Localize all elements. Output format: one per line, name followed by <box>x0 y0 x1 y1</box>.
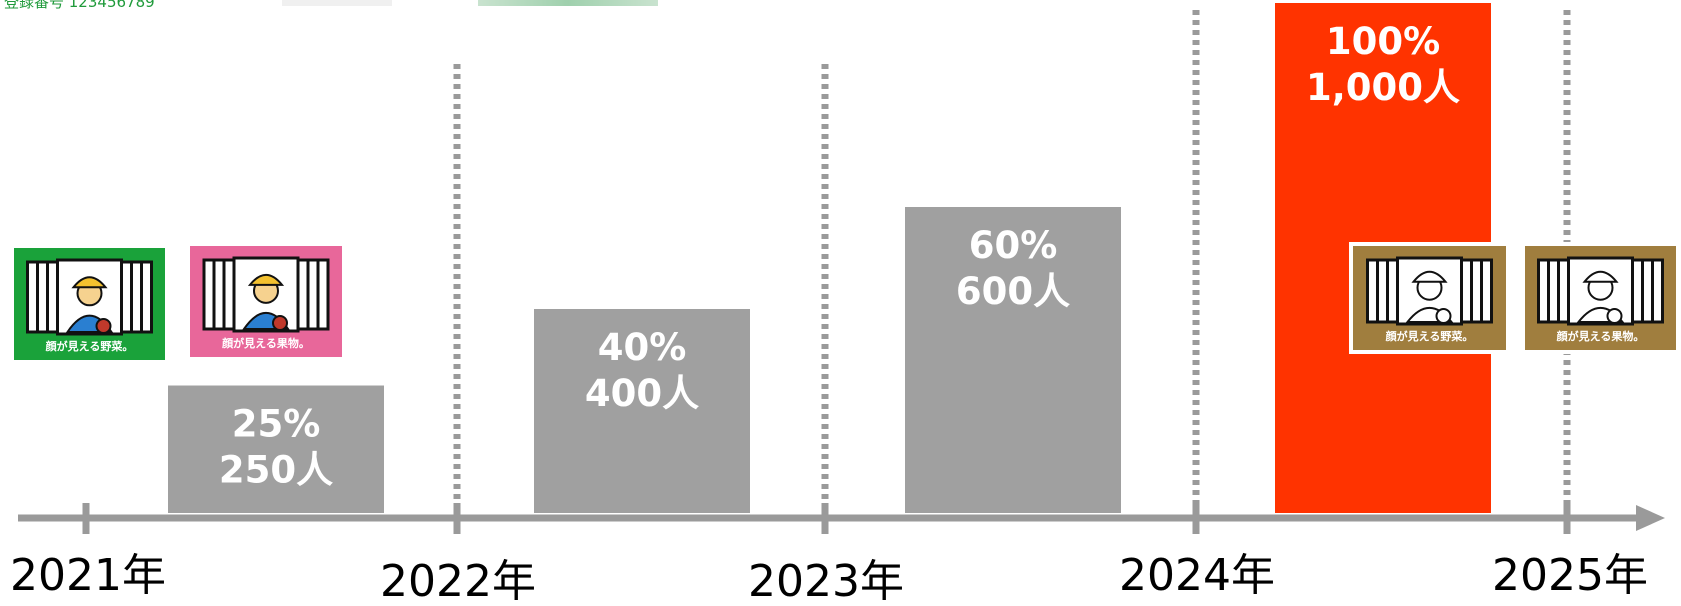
timeline-axis: 2021年 2022年 2023年 2024年 2025年 <box>10 503 1665 606</box>
farmer-window-icon <box>1366 256 1493 326</box>
bar <box>534 309 750 513</box>
brand-badge: 顔が見える果物。 <box>190 246 342 357</box>
window-shutter <box>1460 258 1493 324</box>
bar <box>905 207 1121 513</box>
bar-percent-label: 60% <box>969 224 1058 267</box>
window-shutter <box>202 258 236 331</box>
year-tick-label: 2023年 <box>748 556 904 606</box>
bar-count-label: 600人 <box>956 270 1070 313</box>
window-shutter <box>26 260 59 334</box>
bar-count-label: 1,000人 <box>1306 66 1460 109</box>
brand-badge: 顔が見える野菜。 <box>14 248 165 360</box>
farmer-window-icon <box>26 258 153 336</box>
brand-badge: 顔が見える果物。 <box>1521 242 1680 354</box>
year-tick-label: 2024年 <box>1119 550 1275 601</box>
produce <box>1606 308 1623 324</box>
farmer-hat <box>247 273 285 286</box>
axis-arrow-icon <box>1636 505 1665 531</box>
farmer-hat <box>71 276 108 289</box>
window-shutter <box>1537 258 1570 324</box>
partner-logo-green <box>478 0 658 6</box>
badge-caption: 顔が見える果物。 <box>221 336 310 350</box>
brand-badge: 顔が見える野菜。 <box>1349 242 1510 354</box>
bar-count-label: 400人 <box>585 372 699 415</box>
farmer-hat <box>1411 270 1448 283</box>
produce <box>1435 308 1452 324</box>
badge-caption: 顔が見える野菜。 <box>1385 329 1474 343</box>
farmer-hat <box>1582 270 1619 283</box>
farmer-window-icon <box>1537 256 1664 326</box>
year-tick-label: 2025年 <box>1492 550 1648 601</box>
bar-percent-label: 25% <box>232 403 321 446</box>
produce <box>272 315 288 331</box>
bar-count-label: 250人 <box>219 449 333 492</box>
partner-logo-faded <box>282 0 392 6</box>
badge-caption: 顔が見える果物。 <box>1556 329 1645 343</box>
registration-number: 登録番号 123456789 <box>4 0 155 11</box>
brand-badges: 顔が見える野菜。 顔が見える果物。顔が見える野菜。 顔が見える果物。 <box>14 242 1680 360</box>
window-shutter <box>120 260 153 334</box>
year-tick-label: 2022年 <box>380 556 536 606</box>
bar-percent-label: 100% <box>1326 20 1440 63</box>
year-tick-label: 2021年 <box>10 550 166 601</box>
bar <box>168 385 384 513</box>
produce <box>95 318 112 334</box>
bar-percent-label: 40% <box>598 326 687 369</box>
bars-group: 25%250人 40%400人 60%600人 100%1,000人 <box>168 3 1491 513</box>
window-shutter <box>1631 258 1664 324</box>
badge-caption: 顔が見える野菜。 <box>45 339 134 353</box>
window-shutter <box>296 258 330 331</box>
window-shutter <box>1366 258 1399 324</box>
farmer-window-icon <box>202 256 330 333</box>
